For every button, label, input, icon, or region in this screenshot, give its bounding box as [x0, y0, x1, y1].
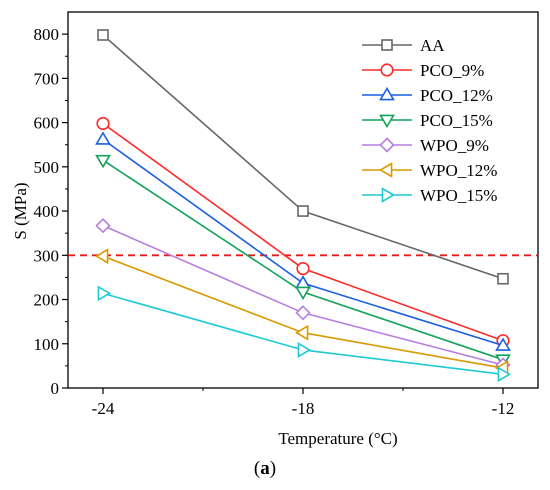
data-point — [495, 337, 511, 351]
legend-item: PCO_9% — [362, 61, 484, 80]
data-point — [94, 248, 109, 265]
data-point — [95, 218, 111, 234]
caption-close: ) — [270, 458, 276, 479]
legend-label: PCO_12% — [420, 86, 493, 105]
y-tick-label: 0 — [51, 379, 60, 398]
legend: AA PCO_9% PCO_12% PCO_15% WPO_9% WPO_12% WPO_1… — [362, 36, 497, 205]
data-point — [297, 205, 309, 217]
series-AA — [97, 29, 509, 285]
caption-letter: a — [260, 458, 270, 479]
data-point — [497, 366, 512, 383]
y-tick-label: 600 — [34, 114, 60, 133]
x-tick-label: -18 — [292, 399, 315, 418]
legend-item: WPO_9% — [362, 136, 489, 155]
data-point — [295, 275, 311, 289]
y-tick-label: 200 — [34, 291, 60, 310]
data-point — [95, 154, 111, 169]
data-point — [295, 286, 311, 301]
data-point — [497, 272, 509, 285]
legend-label: WPO_15% — [420, 186, 497, 205]
y-tick-label: 700 — [34, 69, 60, 88]
legend-marker — [379, 114, 395, 129]
caption-open: ( — [254, 458, 260, 479]
y-tick-label: 300 — [34, 246, 60, 265]
data-point — [95, 131, 111, 145]
data-point — [294, 324, 309, 341]
data-point — [96, 116, 110, 131]
axes: 0 100 200 300 400 500 600 700 800 -24 -18 -12 — [34, 11, 539, 418]
y-axis-title: S (MPa) — [11, 182, 30, 239]
y-tick-label: 500 — [34, 158, 60, 177]
legend-item: PCO_15% — [362, 111, 493, 130]
legend-label: PCO_9% — [420, 61, 484, 80]
legend-marker — [379, 86, 395, 101]
data-point — [296, 261, 310, 276]
data-point — [97, 29, 109, 41]
legend-marker — [378, 162, 393, 178]
legend-marker — [381, 187, 396, 203]
legend-label: PCO_15% — [420, 111, 493, 130]
legend-marker — [381, 39, 393, 51]
data-point — [97, 285, 112, 302]
legend-item: WPO_12% — [362, 161, 497, 180]
legend-item: PCO_12% — [362, 86, 493, 105]
legend-marker — [380, 63, 394, 77]
y-tick-label: 400 — [34, 202, 60, 221]
x-tick-label: -24 — [92, 399, 115, 418]
legend-label: WPO_12% — [420, 161, 497, 180]
series-layer — [94, 29, 512, 383]
data-point — [295, 305, 311, 321]
legend-label: WPO_9% — [420, 136, 489, 155]
series-WPO_15% — [97, 285, 512, 383]
legend-item: WPO_15% — [362, 186, 497, 205]
legend-marker — [379, 137, 395, 153]
x-axis-title: Temperature (°C) — [278, 429, 397, 448]
legend-label: AA — [420, 36, 445, 55]
data-point — [297, 342, 312, 358]
legend-item: AA — [362, 36, 445, 55]
y-tick-label: 100 — [34, 335, 60, 354]
y-tick-label: 800 — [34, 25, 60, 44]
figure-caption: (a) — [254, 458, 276, 479]
x-tick-label: -12 — [492, 399, 515, 418]
series-PCO_12% — [95, 131, 511, 351]
